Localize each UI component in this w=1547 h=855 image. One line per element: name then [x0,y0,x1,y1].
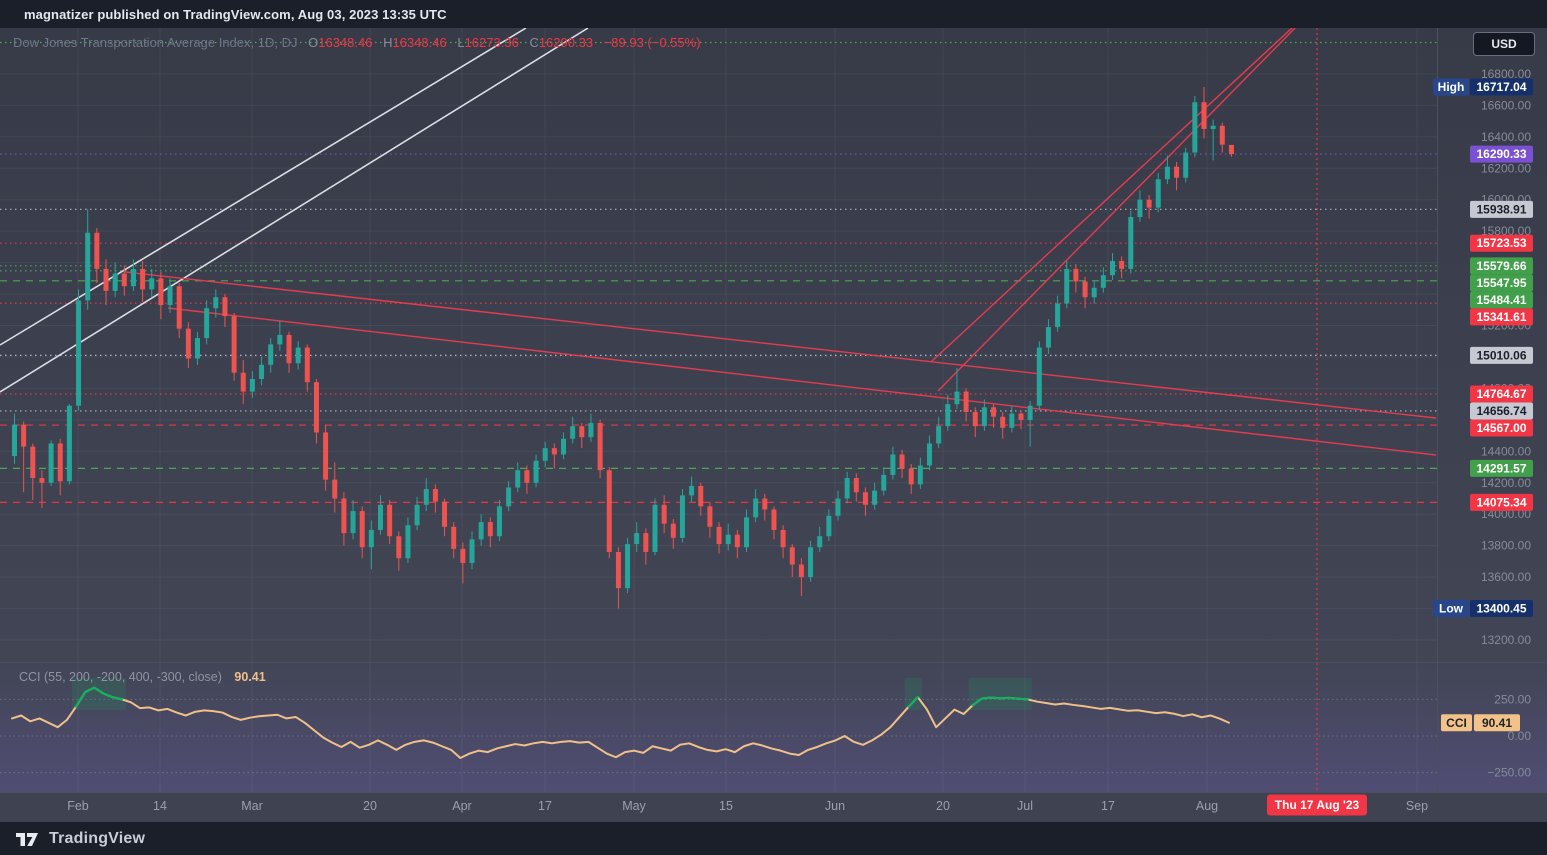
price-badge: 15547.95 [1470,274,1533,292]
svg-text:15579.66: 15579.66 [1476,259,1526,273]
price-badge: 14075.34 [1470,493,1533,511]
svg-text:15010.06: 15010.06 [1476,348,1526,362]
price-scale-tick: 16200.00 [1481,161,1531,175]
cci-scale-tick: −250.00 [1487,766,1531,780]
price-scale-tick: 13800.00 [1481,539,1531,553]
time-axis-tick: Jun [825,799,845,813]
cci-scale-tick: 250.00 [1494,692,1531,706]
price-scale-tick: 16400.00 [1481,130,1531,144]
price-badge: 15484.41 [1470,291,1533,309]
price-scale-tick: 13600.00 [1481,570,1531,584]
time-axis-labels: Feb 14 Mar 20 Apr 17 May 15 Jun 20 Jul 17 Aug Sep [67,799,1428,813]
price-badge: 16290.33 [1470,145,1533,163]
svg-text:16717.04: 16717.04 [1476,80,1526,94]
cci-value-badge: CCI 90.41 [1441,714,1520,732]
svg-text:15484.41: 15484.41 [1476,293,1526,307]
footer-bar: TradingView [0,822,1547,855]
price-badge: 15938.91 [1470,200,1533,218]
horizontal-gridlines [0,73,1437,774]
time-axis-tick: May [622,799,646,813]
svg-text:14764.67: 14764.67 [1476,387,1526,401]
currency-button[interactable]: USD [1473,32,1535,56]
cci-scale-tick: 0.00 [1508,729,1532,743]
publish-header-text: magnatizer published on TradingView.com,… [24,6,447,22]
svg-text:90.41: 90.41 [1482,716,1512,730]
price-scale-tick: 14200.00 [1481,476,1531,490]
time-axis-tick: 17 [538,799,552,813]
svg-text:15341.61: 15341.61 [1476,310,1526,324]
price-badge: 15341.61 [1470,308,1533,326]
price-badge: 14656.74 [1470,402,1533,420]
svg-text:15938.91: 15938.91 [1476,202,1526,216]
svg-text:15547.95: 15547.95 [1476,276,1526,290]
price-scale-tick: 15800.00 [1481,224,1531,238]
svg-text:Low: Low [1439,602,1464,616]
svg-text:15723.53: 15723.53 [1476,236,1526,250]
price-scale-badges: High 16717.04 16290.33 15938.91 15723.53 1557… [1433,78,1533,618]
price-badge: 15010.06 [1470,346,1533,364]
svg-text:16290.33: 16290.33 [1476,147,1526,161]
svg-text:Thu 17 Aug '23: Thu 17 Aug '23 [1275,798,1360,812]
vertical-gridlines [77,28,1418,792]
candles-series [12,86,1234,609]
publish-header: magnatizer published on TradingView.com,… [0,0,1547,28]
time-axis-tick: Jul [1017,799,1033,813]
cci-line [11,686,1230,759]
tradingview-logo-icon[interactable] [14,829,40,849]
cci-pane-background [0,662,1547,792]
event-date-badge: Thu 17 Aug '23 [1267,794,1367,816]
price-level-lines [0,41,1437,503]
svg-text:14075.34: 14075.34 [1476,495,1526,509]
price-badge: 14764.67 [1470,385,1533,403]
time-axis-tick: Sep [1406,799,1428,813]
time-axis-tick: 20 [363,799,377,813]
time-axis-tick: Apr [452,799,471,813]
time-axis-tick: Aug [1196,799,1218,813]
price-scale-tick: 14400.00 [1481,444,1531,458]
time-axis-tick: Mar [241,799,263,813]
price-badge: 15579.66 [1470,257,1533,275]
time-axis-tick: Feb [67,799,89,813]
price-badge: 14291.57 [1470,459,1533,477]
price-badge: Low 13400.45 [1433,600,1533,618]
time-axis-tick: 17 [1101,799,1115,813]
time-axis-tick: 15 [719,799,733,813]
cci-highlight-zones [72,678,1032,710]
svg-text:14567.00: 14567.00 [1476,421,1526,435]
svg-text:13400.45: 13400.45 [1476,602,1526,616]
svg-text:14656.74: 14656.74 [1476,404,1526,418]
time-axis-tick: 20 [936,799,950,813]
time-axis-tick: 14 [153,799,167,813]
svg-text:High: High [1438,80,1465,94]
svg-text:CCI: CCI [1446,716,1467,730]
svg-text:14291.57: 14291.57 [1476,461,1526,475]
price-scale-tick: 16800.00 [1481,67,1531,81]
price-badge: 15723.53 [1470,234,1533,252]
price-badge: 14567.00 [1470,419,1533,437]
price-scale-tick: 13200.00 [1481,633,1531,647]
price-badge: High 16717.04 [1433,78,1533,96]
price-scale-tick: 16600.00 [1481,98,1531,112]
tradingview-brand-text[interactable]: TradingView [49,829,146,847]
